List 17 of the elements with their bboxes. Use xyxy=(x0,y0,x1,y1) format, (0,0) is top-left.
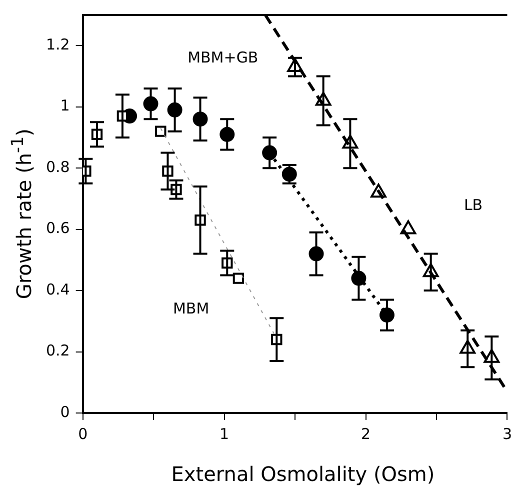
x-axis-title: External Osmolality (Osm) xyxy=(170,462,436,486)
x-tick-label: 3 xyxy=(502,424,512,443)
x-tick-label: 2 xyxy=(360,424,371,443)
y-tick-label: 0.2 xyxy=(46,342,70,360)
x-tick-label: 0 xyxy=(78,424,88,443)
y-tick-label: 0.4 xyxy=(46,280,70,298)
y-tick-label: 0.8 xyxy=(46,158,70,176)
annotation: LB xyxy=(464,196,483,214)
y-tick-label: 1 xyxy=(60,96,70,115)
point xyxy=(232,272,244,284)
point xyxy=(155,126,166,137)
y-tick-label: 0.6 xyxy=(46,219,70,238)
annotation: MBM+GB xyxy=(188,48,258,67)
y-tick-label: 1.2 xyxy=(46,36,70,54)
x-tick-label: 1 xyxy=(220,424,230,443)
annotation: MBM xyxy=(172,299,210,318)
y-tick-label: 0 xyxy=(60,402,70,421)
